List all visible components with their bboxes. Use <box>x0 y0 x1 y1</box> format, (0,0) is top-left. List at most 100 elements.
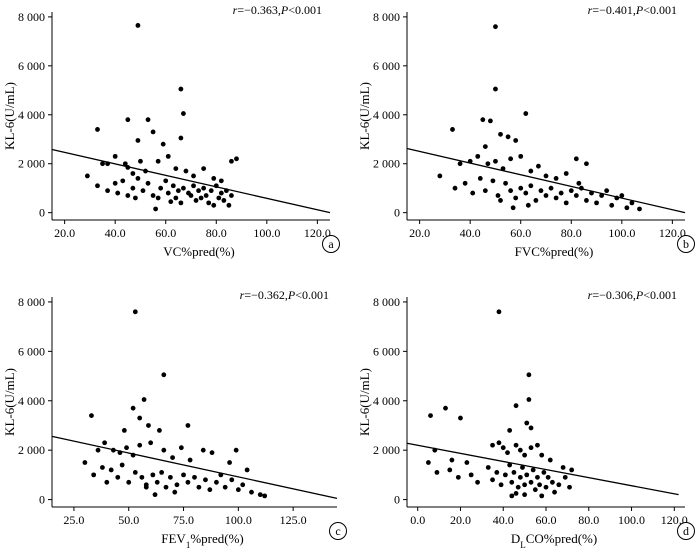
data-point <box>196 188 201 194</box>
data-point <box>155 195 161 201</box>
x-axis-title-rest: %pred(%) <box>190 531 243 546</box>
data-point <box>150 472 156 478</box>
data-point <box>500 445 506 451</box>
correlation-annotation: r=−0.306,P<0.001 <box>588 288 677 302</box>
data-point <box>538 188 544 194</box>
data-point <box>526 397 532 402</box>
data-point <box>214 479 219 485</box>
p-value: <0.001 <box>643 3 677 17</box>
data-point <box>619 193 625 198</box>
x-axis-title-subscript: L <box>520 540 526 550</box>
data-point <box>434 470 440 475</box>
data-point <box>138 158 143 164</box>
data-point <box>503 180 508 186</box>
data-point <box>569 467 575 473</box>
x-tick-label: 25.0 <box>63 513 84 527</box>
data-point <box>475 479 480 485</box>
data-point <box>262 493 268 499</box>
data-point <box>178 445 184 451</box>
data-point <box>240 482 246 488</box>
data-point <box>509 493 515 499</box>
x-axis-title-main: FEV <box>161 531 186 546</box>
data-point <box>141 397 147 402</box>
x-tick-label: 100.0 <box>618 513 645 527</box>
y-tick-label: 8 000 <box>373 295 400 309</box>
data-point <box>560 465 566 470</box>
data-point <box>604 188 610 194</box>
data-point <box>467 158 473 164</box>
y-tick-label: 2 000 <box>373 443 400 457</box>
y-tick-label: 4 000 <box>373 394 400 408</box>
x-tick-label: 125.0 <box>280 513 307 527</box>
data-point <box>100 465 105 470</box>
data-point <box>518 153 524 159</box>
data-point <box>223 188 229 194</box>
data-point <box>457 161 463 167</box>
data-point <box>562 474 568 480</box>
y-tick-label: 4 000 <box>373 108 400 122</box>
data-point <box>150 193 156 198</box>
p-symbol: P <box>635 3 644 17</box>
data-point <box>599 193 604 198</box>
data-point <box>528 168 534 174</box>
data-point <box>515 484 521 490</box>
data-point <box>206 200 212 206</box>
data-point <box>498 482 504 488</box>
data-point <box>432 447 438 453</box>
data-point <box>208 188 214 194</box>
data-point <box>229 477 235 483</box>
data-point <box>213 183 219 189</box>
data-point <box>458 415 463 421</box>
data-point <box>108 467 114 473</box>
data-point <box>163 178 169 184</box>
data-point <box>249 489 254 495</box>
data-point <box>150 129 156 135</box>
data-point <box>498 131 503 137</box>
data-point <box>525 202 531 208</box>
data-point <box>173 166 179 172</box>
data-point <box>508 156 514 162</box>
data-point <box>495 193 501 198</box>
data-point <box>137 442 143 448</box>
data-point <box>192 474 197 480</box>
data-point <box>462 180 468 186</box>
data-point <box>552 489 557 495</box>
y-axis-title: KL-6(U/mL) <box>357 82 372 150</box>
data-point <box>229 193 234 198</box>
data-point <box>89 413 94 418</box>
x-tick-label: 40.0 <box>105 226 126 240</box>
data-point <box>244 467 250 473</box>
data-point <box>191 183 196 189</box>
data-point <box>222 484 228 490</box>
x-axis-title-subscript: 1 <box>186 540 191 550</box>
data-point <box>493 24 498 30</box>
data-point <box>125 193 131 198</box>
data-point <box>507 462 513 468</box>
data-point <box>203 477 208 483</box>
data-point <box>100 161 105 167</box>
data-point <box>178 86 184 92</box>
data-point <box>513 138 519 143</box>
data-point <box>517 447 523 453</box>
data-point <box>165 153 171 159</box>
data-point <box>553 195 559 201</box>
p-value: <0.001 <box>295 288 329 302</box>
data-point <box>524 472 530 478</box>
data-point <box>105 161 110 167</box>
data-point <box>158 185 164 191</box>
y-axis-title: KL-6(U/mL) <box>2 82 17 150</box>
data-point <box>513 442 519 448</box>
data-point <box>174 482 180 488</box>
panel-badge-circle <box>677 522 695 540</box>
y-tick-label: 8 000 <box>18 295 45 309</box>
correlation-annotation: r=−0.363,P<0.001 <box>233 3 322 17</box>
data-point <box>130 185 136 191</box>
panel-c: 0 2 000 4 000 6 000 8 000 25.0 50.0 75.0 100.0 12… <box>2 288 347 550</box>
x-tick-label: 100.0 <box>253 226 280 240</box>
y-tick-label: 4 000 <box>18 108 45 122</box>
data-point <box>125 117 131 123</box>
data-point <box>543 193 549 198</box>
data-point <box>500 166 506 172</box>
data-point <box>178 200 184 206</box>
data-point <box>115 474 121 480</box>
